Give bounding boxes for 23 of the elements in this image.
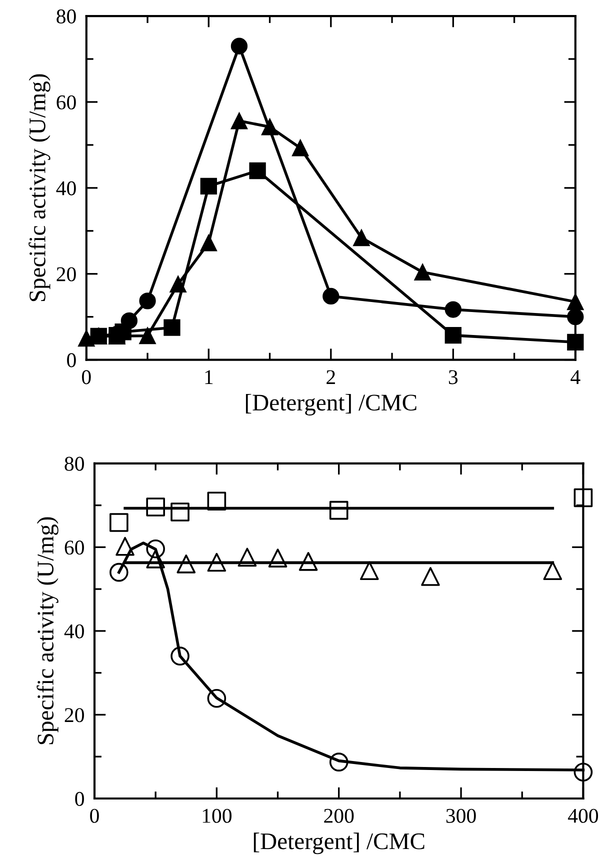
- y-tick-label: 40: [56, 181, 76, 196]
- y-tick-label: 0: [67, 353, 76, 368]
- x-tick-label: 4: [570, 370, 580, 384]
- y-tick-label: 80: [64, 456, 84, 471]
- x-tick-label: 200: [324, 808, 354, 823]
- x-tick-label: 0: [90, 808, 99, 823]
- x-axis-title: [Detergent] /CMC: [246, 394, 416, 416]
- x-tick-label: 100: [202, 808, 232, 823]
- y-tick-label: 60: [56, 95, 76, 110]
- y-tick-label: 40: [64, 624, 84, 638]
- x-axis-title: [Detergent] /CMC: [254, 832, 424, 854]
- y-tick-label: 60: [64, 540, 84, 555]
- x-tick-label: 400: [568, 808, 598, 823]
- y-axis-title: Specific activity (U/mg): [36, 517, 58, 744]
- x-tick-label: 3: [448, 370, 458, 384]
- y-tick-label: 80: [56, 9, 76, 24]
- x-tick-label: 1: [205, 370, 213, 384]
- x-tick-label: 2: [326, 370, 335, 384]
- y-tick-label: 0: [75, 792, 84, 806]
- y-axis-title: Specific activity (U/mg): [28, 74, 50, 302]
- y-tick-label: 20: [64, 708, 84, 722]
- y-tick-label: 20: [56, 267, 76, 282]
- x-tick-label: 300: [446, 808, 476, 823]
